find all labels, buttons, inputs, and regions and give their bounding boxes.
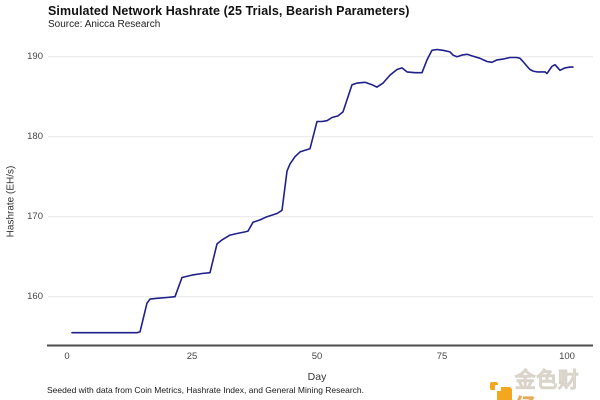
- logo-square-small: [490, 381, 498, 390]
- y-tick-label: 160: [27, 291, 43, 303]
- watermark-brand-gray: 金色财: [514, 369, 580, 393]
- watermark-brand-text: 金色财经: [514, 367, 600, 400]
- data-source-note: Seeded with data from Coin Metrics, Hash…: [47, 385, 365, 395]
- jinse-finance-watermark: 金色财经: [490, 367, 600, 400]
- x-tick-label: 25: [186, 351, 198, 362]
- chart-title: Simulated Network Hashrate (25 Trials, B…: [48, 4, 410, 18]
- jinse-finance-logo-icon: [490, 381, 512, 400]
- logo-square-notch: [495, 384, 501, 391]
- x-tick-label: 75: [436, 351, 448, 362]
- chart-subtitle: Source: Anicca Research: [48, 19, 161, 30]
- y-tick-label: 180: [27, 131, 43, 143]
- x-tick-label: 0: [64, 351, 70, 362]
- x-axis-title: Day: [307, 371, 327, 383]
- y-tick-label: 190: [27, 51, 43, 63]
- y-tick-label: 170: [27, 211, 43, 223]
- x-tick-label: 50: [311, 351, 323, 362]
- x-tick-label: 100: [559, 351, 575, 362]
- watermark-brand-orange: 经: [515, 396, 537, 400]
